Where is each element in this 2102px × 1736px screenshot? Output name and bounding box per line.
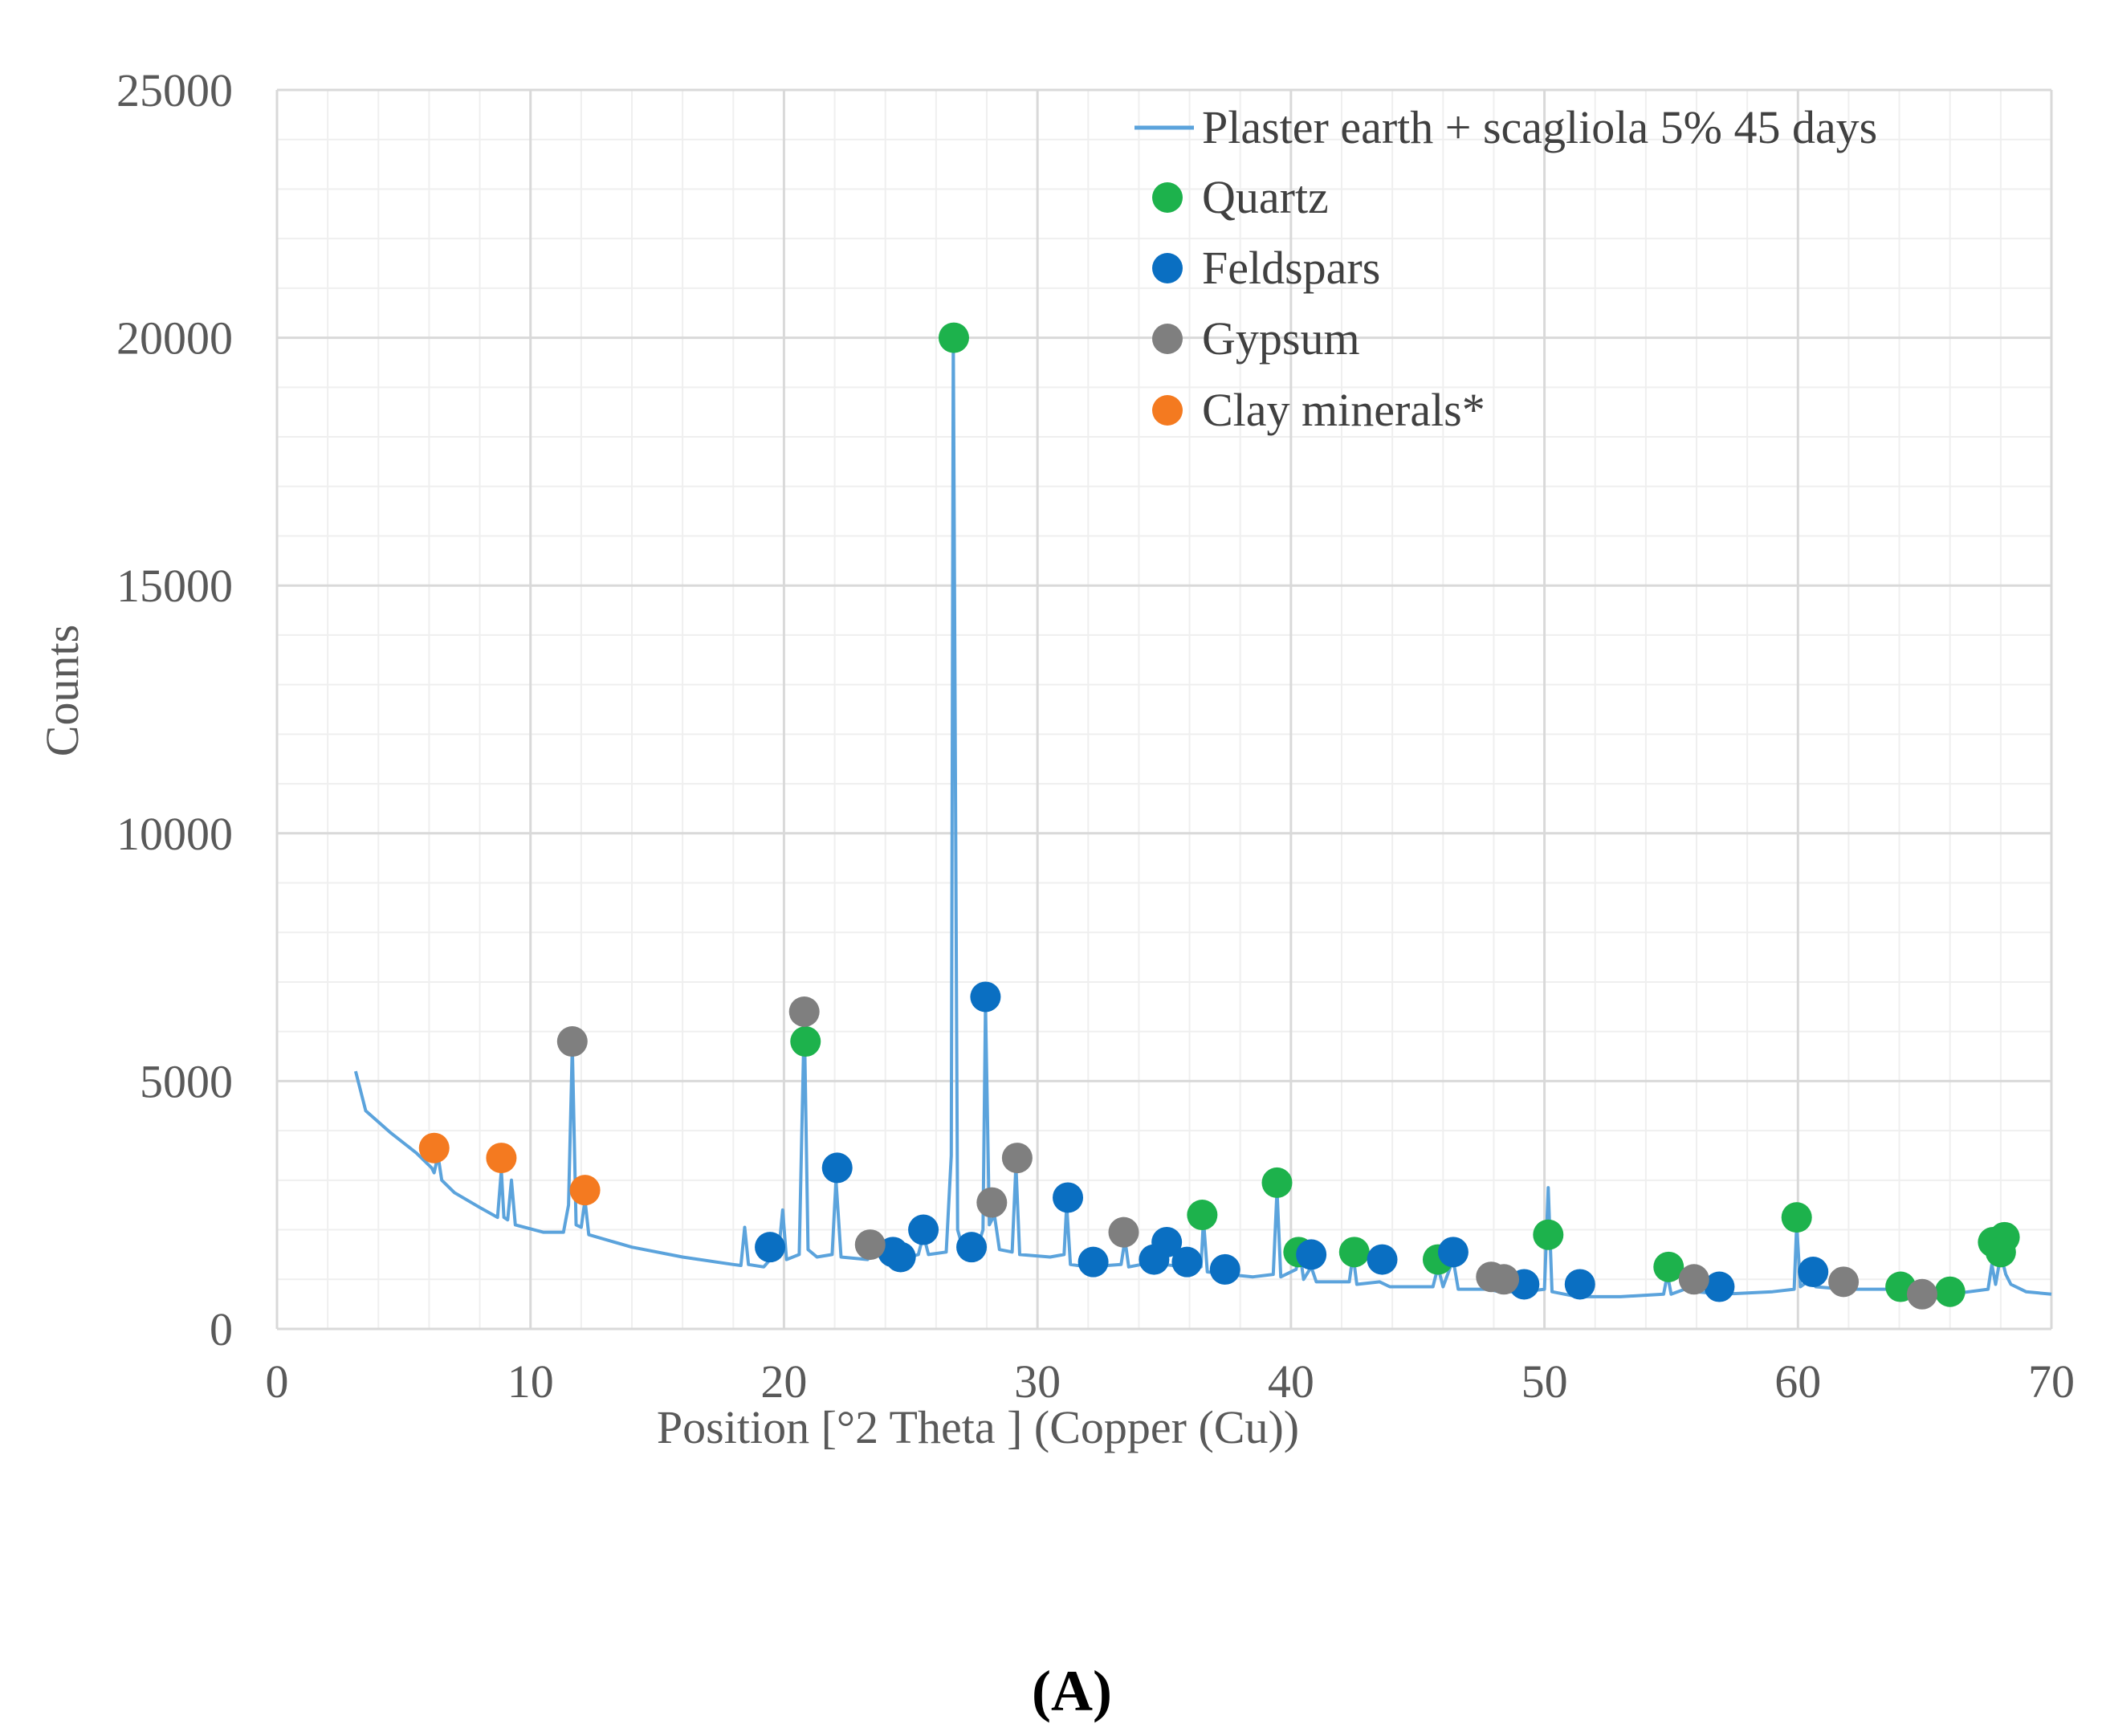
- marker-feldspars: [1171, 1246, 1203, 1278]
- marker-quartz: [1653, 1251, 1684, 1282]
- marker-layer: [418, 322, 2020, 1310]
- marker-quartz: [1985, 1237, 2016, 1268]
- marker-gypsum: [1678, 1264, 1709, 1295]
- legend-label-gypsum: Gypsum: [1202, 312, 1360, 365]
- legend-swatch-gypsum: [1152, 324, 1183, 354]
- marker-feldspars: [1077, 1246, 1109, 1278]
- y-tick-label: 10000: [116, 808, 233, 860]
- marker-feldspars: [1564, 1269, 1595, 1300]
- marker-feldspars: [821, 1152, 853, 1184]
- marker-quartz: [938, 322, 969, 353]
- legend-swatch-quartz: [1152, 182, 1183, 213]
- series-line: [353, 336, 2052, 1298]
- x-tick-label: 50: [1522, 1355, 1568, 1408]
- x-axis-ticks: 0 10 20 30 40 50 60 70: [266, 1355, 2076, 1408]
- marker-gypsum: [1001, 1143, 1033, 1174]
- x-tick-label: 10: [507, 1355, 554, 1408]
- x-tick-label: 20: [760, 1355, 807, 1408]
- marker-gypsum: [1108, 1216, 1139, 1248]
- marker-quartz: [790, 1026, 821, 1057]
- marker-quartz: [1338, 1237, 1370, 1268]
- x-tick-label: 70: [2028, 1355, 2075, 1408]
- marker-gypsum: [1828, 1266, 1860, 1298]
- marker-quartz: [1533, 1219, 1564, 1250]
- marker-gypsum: [976, 1187, 1008, 1218]
- minor-gridlines: [277, 90, 2051, 1329]
- y-tick-label: 25000: [116, 64, 233, 116]
- marker-clay-minerals: [569, 1175, 601, 1206]
- marker-feldspars: [956, 1232, 988, 1263]
- marker-clay-minerals: [486, 1143, 517, 1174]
- marker-feldspars: [1296, 1239, 1327, 1270]
- legend: Plaster earth + scagliola 5% 45 days Qua…: [1135, 101, 1877, 436]
- y-tick-label: 15000: [116, 560, 233, 612]
- marker-feldspars: [1367, 1244, 1398, 1275]
- x-tick-label: 30: [1014, 1355, 1061, 1408]
- panel-label: (A): [1032, 1659, 1112, 1723]
- marker-quartz: [1187, 1200, 1218, 1231]
- marker-gypsum: [556, 1026, 588, 1057]
- legend-label-quartz: Quartz: [1202, 171, 1329, 223]
- marker-feldspars: [1053, 1182, 1084, 1213]
- marker-gypsum: [1489, 1264, 1520, 1295]
- marker-feldspars: [1704, 1271, 1735, 1302]
- marker-gypsum: [1906, 1278, 1937, 1310]
- marker-feldspars: [1798, 1257, 1829, 1288]
- legend-label-series: Plaster earth + scagliola 5% 45 days: [1202, 101, 1877, 153]
- x-tick-label: 40: [1268, 1355, 1314, 1408]
- marker-feldspars: [908, 1214, 939, 1245]
- marker-quartz: [1934, 1276, 1966, 1307]
- marker-feldspars: [970, 981, 1001, 1013]
- y-axis-ticks: 0 5000 10000 15000 20000 25000: [116, 64, 233, 1355]
- legend-swatch-clay-minerals: [1152, 395, 1183, 426]
- x-tick-label: 0: [266, 1355, 289, 1408]
- marker-gypsum: [788, 996, 820, 1027]
- x-axis-title: Position [°2 Theta ] (Copper (Cu)): [657, 1401, 1299, 1453]
- legend-swatch-feldspars: [1152, 253, 1183, 283]
- y-tick-label: 0: [210, 1303, 233, 1355]
- marker-gypsum: [854, 1229, 886, 1261]
- marker-feldspars: [885, 1241, 916, 1273]
- marker-feldspars: [1437, 1237, 1469, 1268]
- y-tick-label: 20000: [116, 312, 233, 365]
- marker-feldspars: [1151, 1226, 1183, 1257]
- marker-feldspars: [755, 1232, 786, 1263]
- marker-quartz: [1261, 1167, 1293, 1198]
- legend-label-feldspars: Feldspars: [1202, 242, 1380, 294]
- y-axis-title: Counts: [36, 625, 88, 756]
- marker-clay-minerals: [418, 1132, 450, 1163]
- marker-quartz: [1781, 1202, 1812, 1233]
- legend-label-clay-minerals: Clay minerals*: [1202, 384, 1485, 436]
- marker-feldspars: [1209, 1253, 1240, 1285]
- x-tick-label: 60: [1774, 1355, 1821, 1408]
- series-layer: [353, 336, 2052, 1298]
- y-tick-label: 5000: [140, 1055, 233, 1107]
